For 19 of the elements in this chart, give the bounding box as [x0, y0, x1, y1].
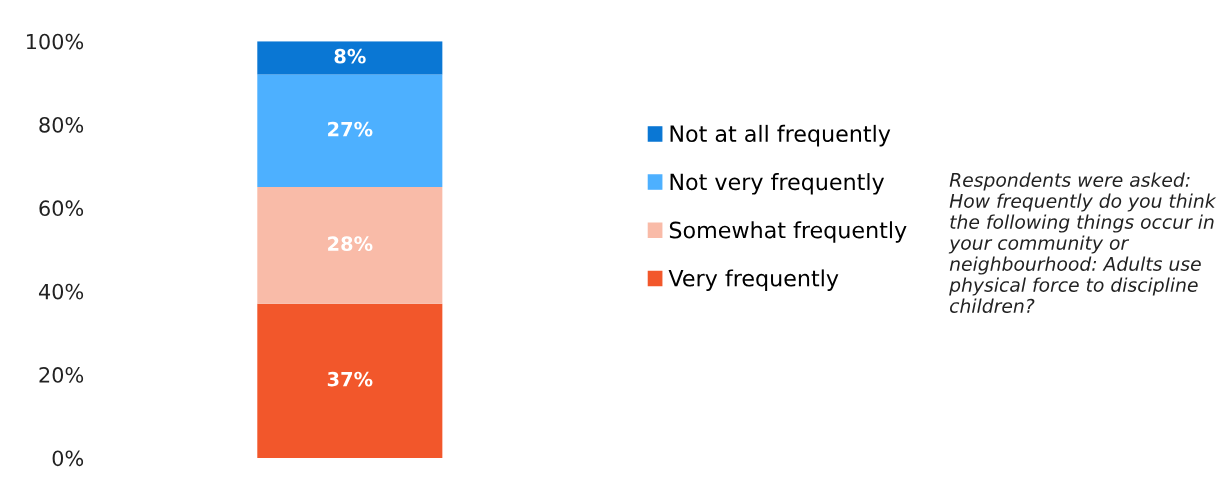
y-tick-label: 60%: [39, 200, 84, 217]
bar: [257, 41, 443, 75]
legend-label: Somewhat frequently: [669, 221, 907, 243]
y-tick-label: 0%: [52, 450, 84, 467]
text: Respondents were asked: How frequently do you think the following things occur in your community or neighbourhood: Adults use physical force to discipline children?: [948, 172, 1217, 313]
y-tick-label: 100%: [26, 33, 84, 50]
y-tick-label: 40%: [38, 283, 84, 300]
bar: [257, 303, 443, 458]
legend-label: Not at all frequently: [670, 124, 891, 147]
data-label: 37%: [327, 371, 373, 387]
y-tick-label: 80%: [39, 116, 84, 133]
y-tick-label: 20%: [39, 367, 84, 383]
legend-label: Not very frequently: [670, 173, 885, 195]
data-label: 28%: [328, 236, 373, 252]
data-label: 8%: [334, 48, 366, 64]
bar: [257, 187, 443, 304]
legend-label: Very frequently: [668, 269, 839, 291]
data-label: 27%: [328, 121, 373, 137]
bar: [257, 74, 443, 188]
